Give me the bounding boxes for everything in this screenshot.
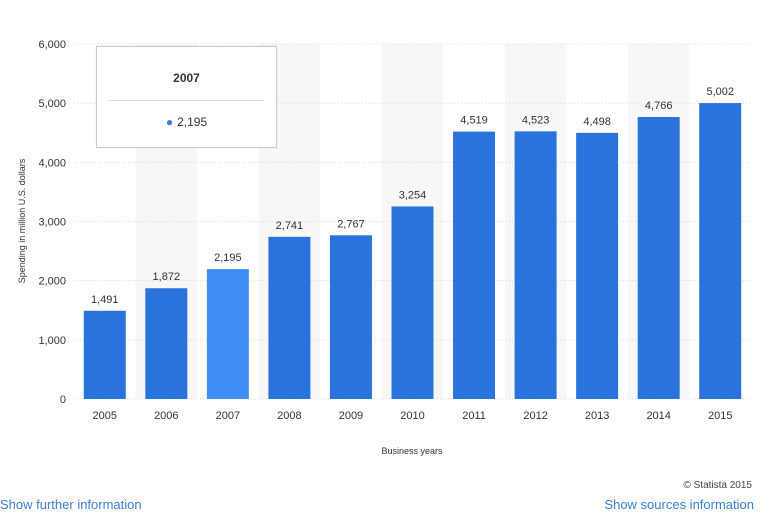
tooltip-value: 2,195 (177, 115, 208, 129)
y-tick-label: 5,000 (38, 98, 66, 110)
bar (83, 310, 126, 399)
x-tick-label: 2005 (93, 410, 117, 422)
y-axis-title: Spending in million U.S. dollars (17, 158, 27, 283)
value-label: 4,523 (522, 114, 550, 126)
bar (514, 131, 557, 399)
x-axis-ticks: 2005 2006 2007 2008 2009 2010 2011 2012 2013 2014… (93, 410, 733, 422)
value-label: 5,002 (706, 86, 734, 98)
x-tick-label: 2009 (339, 410, 363, 422)
x-axis-title: Business years (381, 446, 443, 456)
x-tick-label: 2013 (585, 410, 609, 422)
tooltip-divider (109, 100, 264, 101)
bar (637, 117, 680, 400)
x-tick-label: 2015 (708, 410, 732, 422)
value-label: 1,872 (153, 271, 181, 283)
y-tick-label: 2,000 (38, 276, 66, 288)
value-label: 4,766 (645, 100, 673, 112)
statista-credit: © Statista 2015 (683, 480, 752, 491)
x-tick-label: 2011 (462, 410, 486, 422)
bars (83, 103, 742, 400)
bar (206, 269, 249, 399)
value-label: 4,498 (583, 116, 611, 128)
bar (145, 288, 188, 399)
y-tick-label: 6,000 (38, 39, 66, 51)
show-sources-information-link[interactable]: Show sources information (604, 497, 754, 512)
value-label: 1,491 (91, 294, 119, 306)
value-label: 2,767 (337, 218, 365, 230)
value-label: 3,254 (399, 189, 427, 201)
value-labels: 1,491 1,872 2,195 2,741 2,767 3,254 4,519 4,523… (91, 86, 734, 306)
series-dot-icon: ● (165, 115, 174, 129)
y-tick-label: 3,000 (38, 217, 66, 229)
tooltip-row: ● 2,195 (97, 115, 276, 129)
bar (453, 131, 496, 399)
bar (576, 132, 619, 399)
x-tick-label: 2006 (154, 410, 178, 422)
value-label: 4,519 (460, 115, 488, 127)
bar (391, 206, 434, 399)
bar (329, 235, 372, 399)
tooltip-title: 2007 (173, 71, 200, 85)
x-tick-label: 2014 (646, 410, 670, 422)
chart-tooltip: 2007 ● 2,195 (96, 46, 277, 148)
x-tick-label: 2008 (277, 410, 301, 422)
show-further-information-link[interactable]: Show further information (0, 497, 142, 512)
y-tick-label: 4,000 (38, 157, 66, 169)
y-tick-label: 1,000 (38, 335, 66, 347)
x-tick-label: 2007 (216, 410, 240, 422)
x-tick-label: 2010 (400, 410, 424, 422)
bar (699, 103, 742, 399)
y-axis-ticks: 0 1,000 2,000 3,000 4,000 5,000 6,000 (38, 39, 66, 406)
bar (268, 236, 311, 399)
y-tick-label: 0 (60, 394, 66, 406)
x-tick-label: 2012 (523, 410, 547, 422)
value-label: 2,741 (276, 220, 304, 232)
value-label: 2,195 (214, 252, 242, 264)
